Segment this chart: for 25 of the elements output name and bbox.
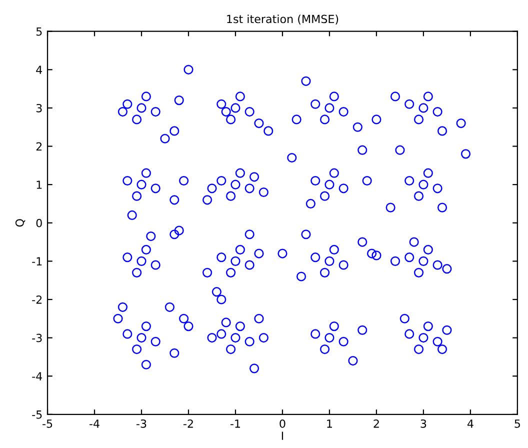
y-tick-label: -4 — [32, 372, 42, 380]
x-tick-label: 4 — [467, 420, 474, 428]
chart-title: 1st iteration (MMSE) — [227, 14, 338, 24]
x-tick-label: 0 — [280, 419, 286, 428]
x-tick-label: -3 — [136, 419, 146, 428]
y-axis-title: Q — [15, 219, 26, 227]
x-tick-label: 1 — [327, 420, 332, 428]
x-tick-label: -1 — [230, 420, 240, 428]
y-tick-label: -5 — [32, 410, 42, 419]
y-tick-label: 5 — [36, 27, 42, 36]
y-tick-label: -1 — [32, 257, 42, 266]
y-tick-label: 1 — [36, 180, 42, 189]
y-tick-label: 2 — [36, 142, 42, 150]
y-tick-label: -2 — [32, 295, 42, 304]
x-tick-label: 3 — [420, 419, 426, 428]
y-tick-label: -3 — [32, 334, 42, 342]
y-tick-label: 0 — [36, 218, 42, 228]
x-tick-label: -4 — [90, 420, 100, 428]
x-axis-title: I — [282, 432, 284, 440]
x-tick-label: -5 — [42, 420, 52, 428]
x-tick-label: -2 — [184, 419, 193, 428]
y-tick-label: 4 — [36, 66, 42, 74]
y-tick-label: 3 — [36, 104, 42, 112]
x-tick-label: 2 — [374, 419, 379, 428]
x-tick-label: 5 — [514, 420, 520, 428]
